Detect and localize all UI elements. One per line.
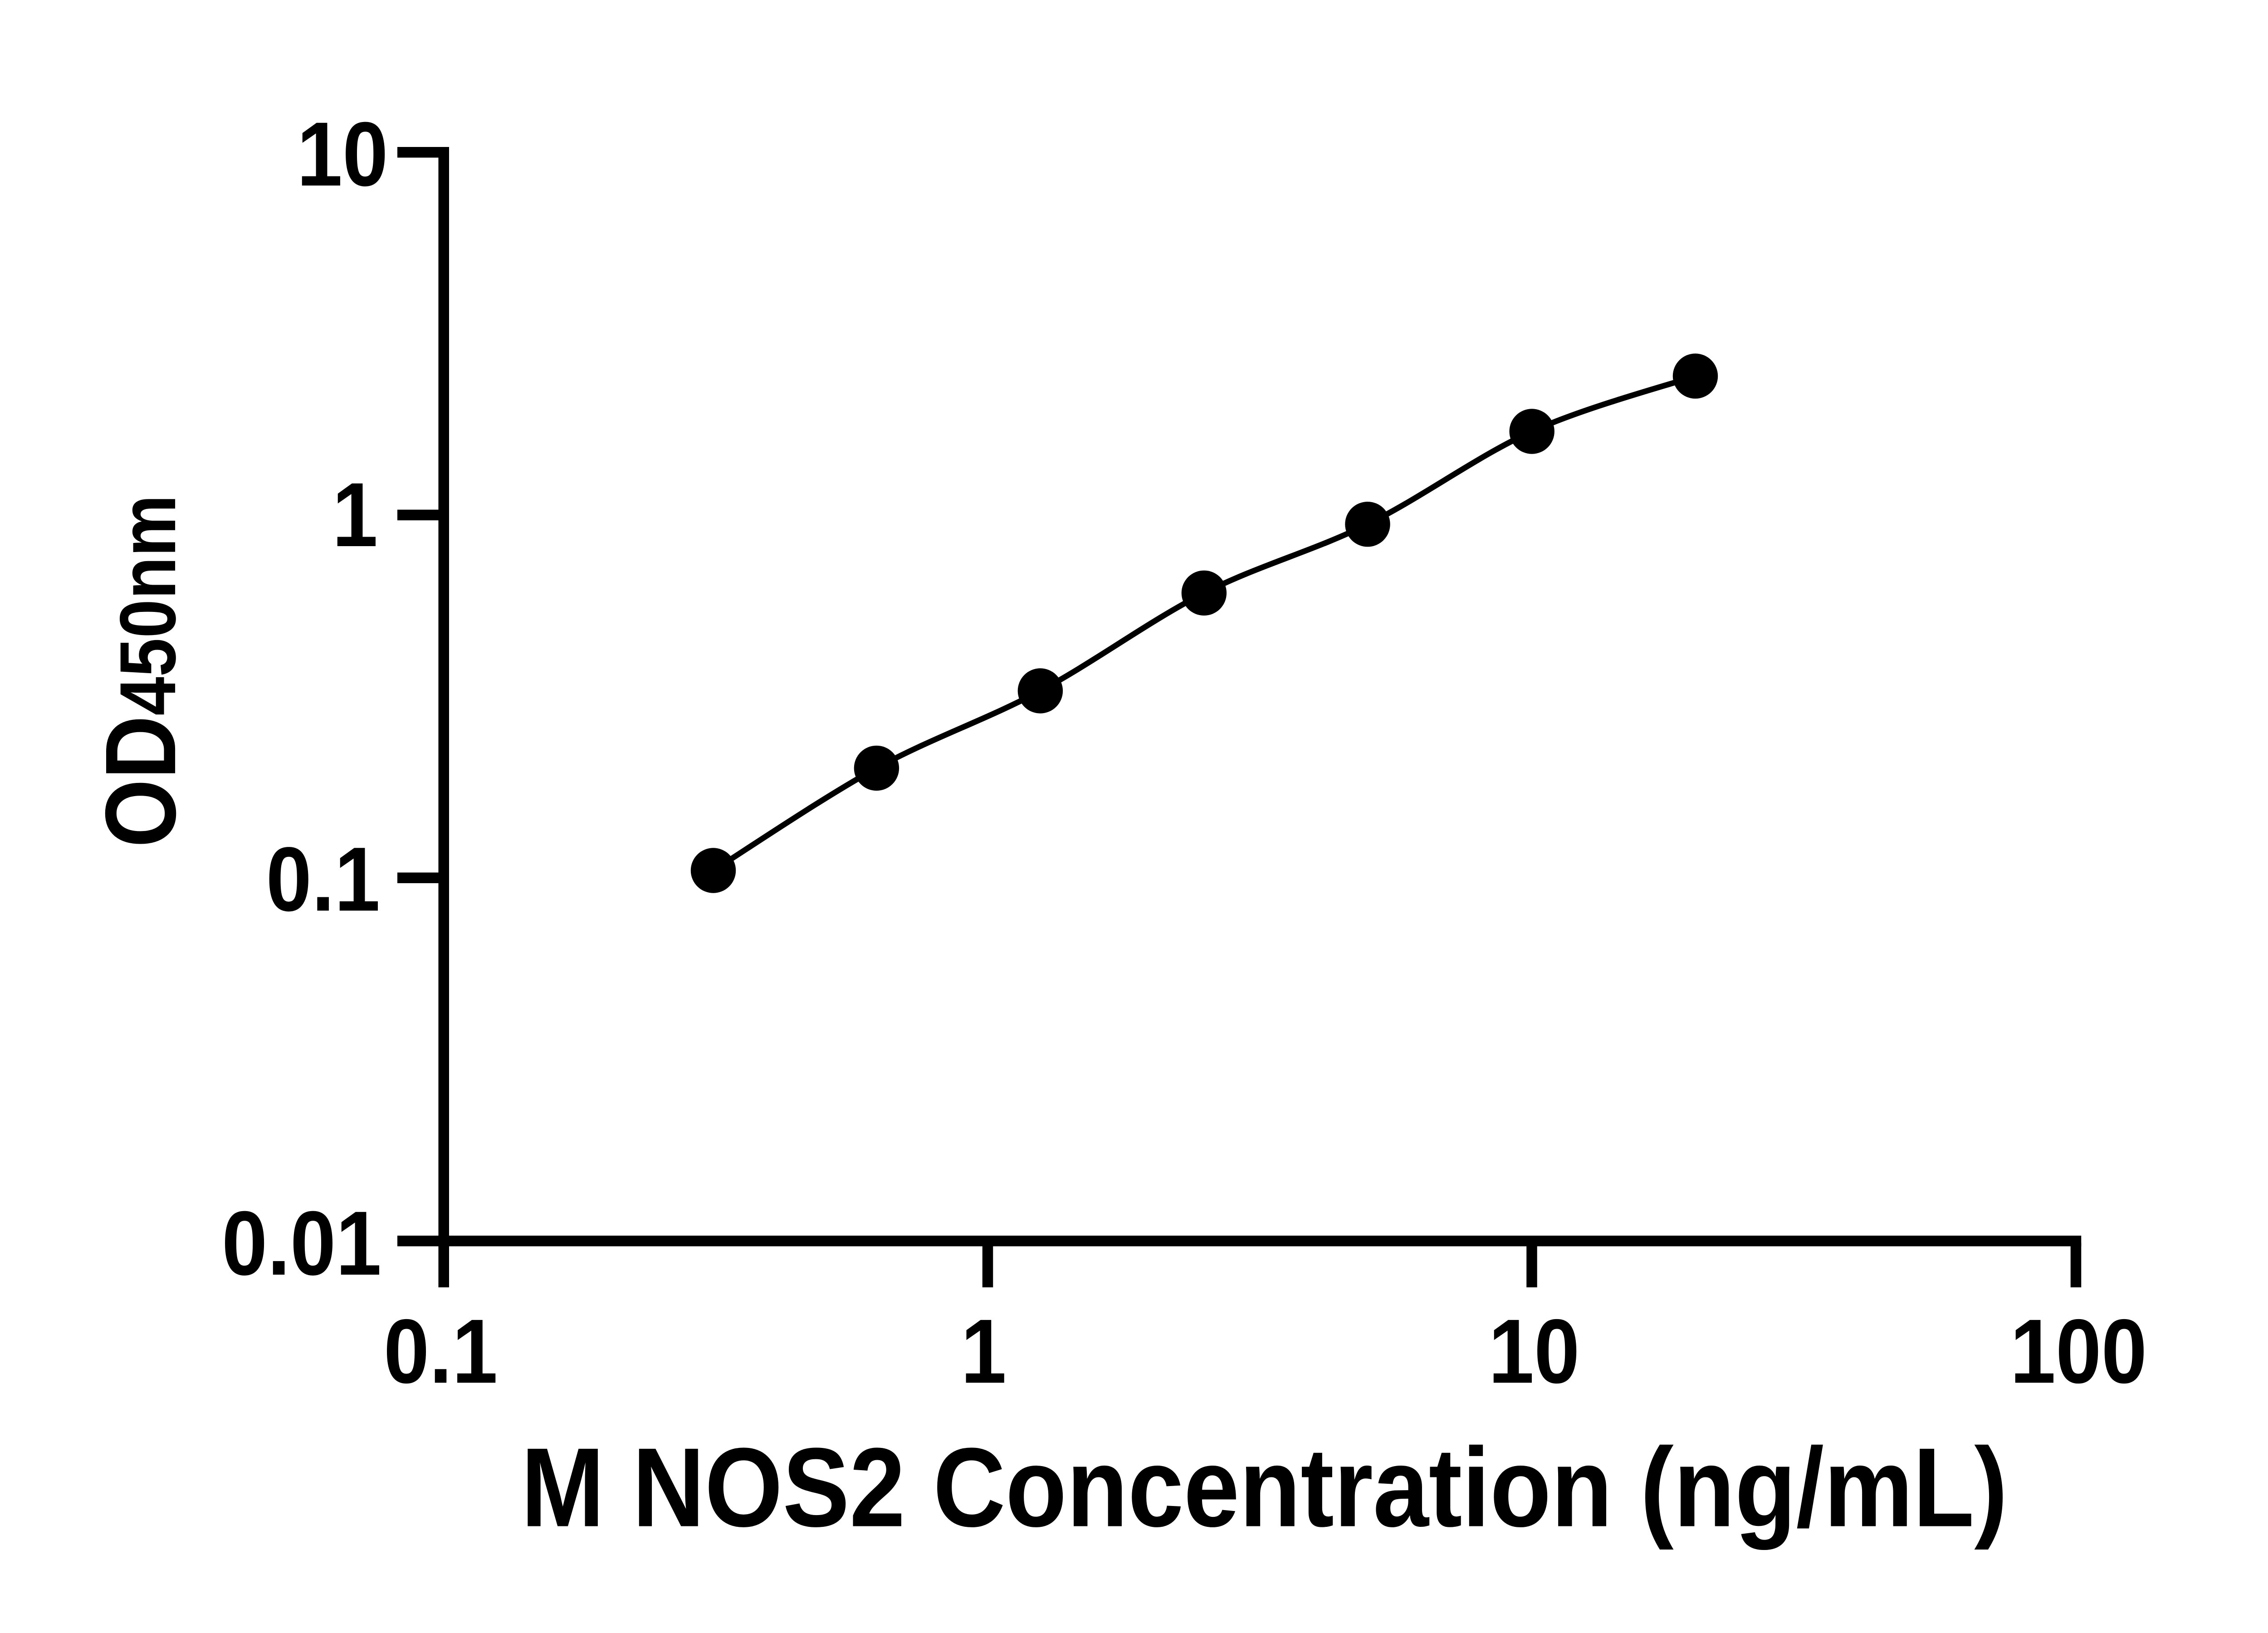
svg-text:10: 10 — [297, 103, 388, 205]
svg-text:1: 1 — [961, 1300, 1007, 1402]
svg-text:100: 100 — [2010, 1300, 2147, 1402]
svg-text:0.1: 0.1 — [384, 1300, 498, 1402]
svg-text:M NOS2 Concentration (ng/mL): M NOS2 Concentration (ng/mL) — [521, 1424, 2008, 1550]
svg-text:1: 1 — [332, 464, 378, 566]
svg-text:10: 10 — [1488, 1300, 1579, 1402]
svg-text:0.01: 0.01 — [222, 1192, 381, 1294]
svg-text:OD450nm: OD450nm — [85, 495, 197, 848]
svg-text:0.1: 0.1 — [266, 828, 380, 930]
